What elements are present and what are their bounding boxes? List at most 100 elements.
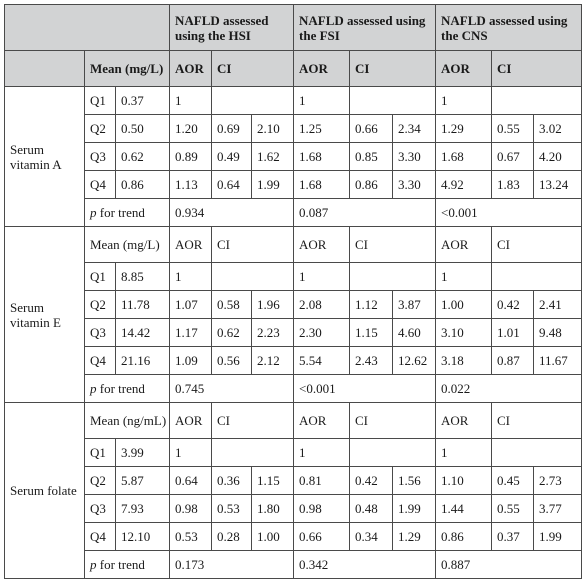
quartile: Q3 bbox=[84, 494, 116, 523]
cns-ci-low: 0.55 bbox=[491, 494, 535, 523]
hsi-aor: 1.13 bbox=[169, 170, 212, 199]
fsi-aor: 1.25 bbox=[293, 114, 351, 143]
cns-ci-low: 0.87 bbox=[491, 346, 535, 375]
quartile: Q4 bbox=[84, 346, 116, 375]
cns-aor: 1.10 bbox=[435, 466, 493, 495]
fsi-ci-label: CI bbox=[349, 402, 437, 439]
quartile: Q3 bbox=[84, 318, 116, 347]
fsi-aor: 2.08 bbox=[293, 290, 351, 319]
header-fsi-aor: AOR bbox=[293, 50, 351, 87]
p-trend-label: p for trend bbox=[84, 550, 170, 579]
header-cns-aor: AOR bbox=[435, 50, 493, 87]
cns-ci-high: 3.02 bbox=[533, 114, 583, 143]
mean-value: 0.62 bbox=[115, 142, 170, 171]
table-row: Serum vitamin A Q1 0.37 1 1 1 bbox=[4, 86, 583, 227]
table-row: Q4 21.16 1.09 0.56 2.12 5.54 2.43 12.62 3.18 0.87… bbox=[5, 346, 583, 375]
header-cns: NAFLD assessed using the CNS bbox=[435, 4, 583, 51]
cns-ci-high: 4.20 bbox=[533, 142, 583, 171]
hsi-ci-high: 1.96 bbox=[250, 290, 295, 319]
header-blank bbox=[4, 4, 170, 51]
hsi-ci-low: 0.49 bbox=[211, 142, 252, 171]
hsi-ci-high: 1.00 bbox=[250, 522, 295, 551]
hsi-aor-label: AOR bbox=[169, 402, 212, 439]
fsi-ci-low: 0.85 bbox=[349, 142, 394, 171]
hsi-aor: 0.64 bbox=[169, 466, 212, 495]
cns-ci-label: CI bbox=[491, 226, 583, 263]
fsi-aor: 0.81 bbox=[293, 466, 351, 495]
mean-value: 5.87 bbox=[115, 466, 170, 495]
header-hsi-ci: CI bbox=[210, 50, 295, 87]
cns-aor: 1.00 bbox=[435, 290, 493, 319]
fsi-aor: 0.98 bbox=[293, 494, 351, 523]
cns-aor-label: AOR bbox=[435, 402, 493, 439]
header-mean: Mean (mg/L) bbox=[84, 50, 170, 87]
mean-value: 21.16 bbox=[115, 346, 170, 375]
fsi-aor: 1 bbox=[293, 86, 351, 115]
table-row: Q4 0.86 1.13 0.64 1.99 1.68 0.86 3.30 4.92 1.83 13… bbox=[5, 170, 583, 199]
p-trend-row: p for trend 0.745 <0.001 0.022 bbox=[5, 374, 583, 403]
fsi-ci-low: 2.43 bbox=[349, 346, 394, 375]
hsi-aor: 1.17 bbox=[169, 318, 212, 347]
hsi-ci-low: 0.53 bbox=[211, 494, 252, 523]
hsi-ci-high: 2.10 bbox=[250, 114, 295, 143]
fsi-ci-high: 3.87 bbox=[392, 290, 437, 319]
hsi-ci-empty bbox=[210, 262, 295, 291]
hsi-ci-low: 0.56 bbox=[211, 346, 252, 375]
hsi-aor: 0.53 bbox=[169, 522, 212, 551]
fsi-aor: 2.30 bbox=[293, 318, 351, 347]
fsi-aor: 5.54 bbox=[293, 346, 351, 375]
table-row: Q2 5.87 0.64 0.36 1.15 0.81 0.42 1.56 1.10 0.45 2.… bbox=[5, 466, 583, 495]
cns-ci-high: 2.73 bbox=[533, 466, 583, 495]
results-table: NAFLD assessed using the HSI NAFLD asses… bbox=[4, 4, 583, 579]
p-trend-label: p for trend bbox=[84, 374, 170, 403]
fsi-p-trend: 0.087 bbox=[293, 198, 437, 227]
quartile: Q4 bbox=[84, 522, 116, 551]
cns-aor: 4.92 bbox=[435, 170, 493, 199]
fsi-ci-high: 12.62 bbox=[392, 346, 437, 375]
hsi-ci-high: 1.99 bbox=[250, 170, 295, 199]
cns-ci-low: 0.42 bbox=[491, 290, 535, 319]
cns-ci-low: 0.55 bbox=[491, 114, 535, 143]
mean-value: 11.78 bbox=[115, 290, 170, 319]
header-fsi-ci: CI bbox=[349, 50, 437, 87]
cns-ci-label: CI bbox=[491, 402, 583, 439]
p-trend-label: p for trend bbox=[84, 198, 170, 227]
cns-ci-high: 1.99 bbox=[533, 522, 583, 551]
cns-aor: 1 bbox=[435, 438, 493, 467]
mean-value: 14.42 bbox=[115, 318, 170, 347]
table-row: Q1 3.99 1 1 1 bbox=[5, 438, 583, 467]
subheader-row: Serum vitamin E Mean (mg/L) AOR CI AOR CI AOR C… bbox=[4, 226, 583, 403]
cns-p-trend: <0.001 bbox=[435, 198, 583, 227]
fsi-ci-high: 4.60 bbox=[392, 318, 437, 347]
table-row: Q2 0.50 1.20 0.69 2.10 1.25 0.66 2.34 1.29 0.55 3.… bbox=[5, 114, 583, 143]
hsi-aor: 0.89 bbox=[169, 142, 212, 171]
table-row: Q4 12.10 0.53 0.28 1.00 0.66 0.34 1.29 0.86 0.37 1… bbox=[5, 522, 583, 551]
for-trend-text: for trend bbox=[96, 205, 145, 220]
mean-value: 8.85 bbox=[115, 262, 170, 291]
hsi-p-trend: 0.173 bbox=[168, 550, 295, 579]
fsi-aor: 0.66 bbox=[293, 522, 351, 551]
hsi-p-trend: 0.745 bbox=[168, 374, 295, 403]
header-row-sub: Mean (mg/L) AOR CI AOR CI AOR CI bbox=[4, 50, 583, 87]
hsi-aor: 1.20 bbox=[169, 114, 212, 143]
cns-ci-empty bbox=[491, 438, 583, 467]
quartile: Q2 bbox=[84, 466, 116, 495]
header-cns-ci: CI bbox=[491, 50, 583, 87]
hsi-ci-low: 0.28 bbox=[211, 522, 252, 551]
header-hsi: NAFLD assessed using the HSI bbox=[168, 4, 295, 51]
hsi-ci-high: 1.62 bbox=[250, 142, 295, 171]
hsi-ci-empty bbox=[210, 438, 295, 467]
quartile: Q1 bbox=[84, 438, 116, 467]
fsi-aor-label: AOR bbox=[293, 226, 351, 263]
cns-aor: 1.68 bbox=[435, 142, 493, 171]
hsi-ci-high: 2.23 bbox=[250, 318, 295, 347]
hsi-ci-label: CI bbox=[210, 402, 295, 439]
quartile: Q2 bbox=[84, 114, 116, 143]
fsi-ci-label: CI bbox=[349, 226, 437, 263]
fsi-ci-low: 1.12 bbox=[349, 290, 394, 319]
fsi-aor: 1.68 bbox=[293, 170, 351, 199]
fsi-p-trend: <0.001 bbox=[293, 374, 437, 403]
cns-ci-low: 1.83 bbox=[491, 170, 535, 199]
quartile: Q2 bbox=[84, 290, 116, 319]
cns-ci-low: 1.01 bbox=[491, 318, 535, 347]
